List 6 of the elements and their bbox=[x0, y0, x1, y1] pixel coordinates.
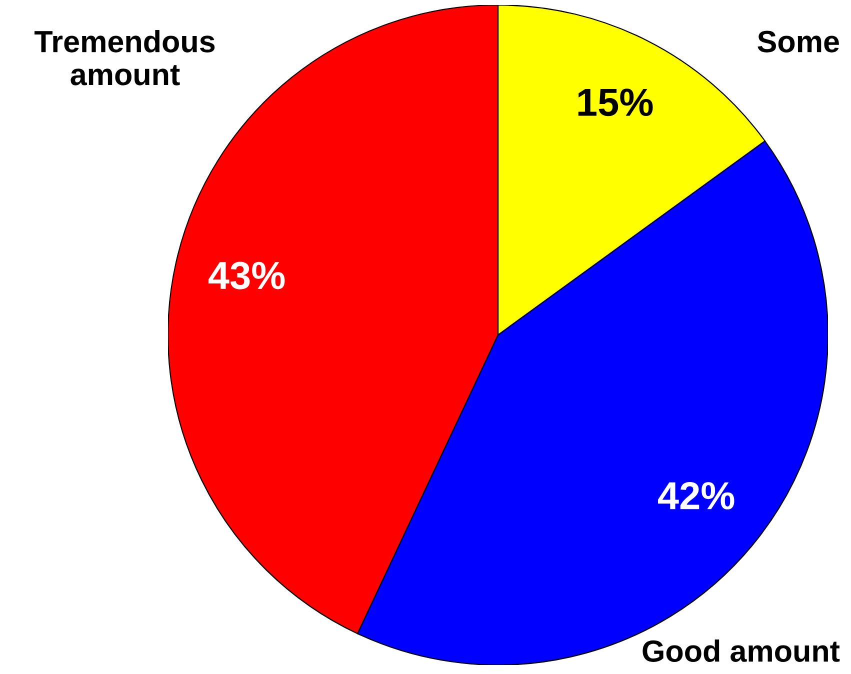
slice-label: Some bbox=[758, 30, 839, 52]
data-label: 43% bbox=[208, 262, 285, 290]
slice-label: Tremendous amount bbox=[34, 30, 215, 86]
slice-label: Good amount bbox=[642, 640, 840, 662]
data-label: 15% bbox=[578, 88, 653, 116]
data-label: 42% bbox=[658, 482, 734, 510]
